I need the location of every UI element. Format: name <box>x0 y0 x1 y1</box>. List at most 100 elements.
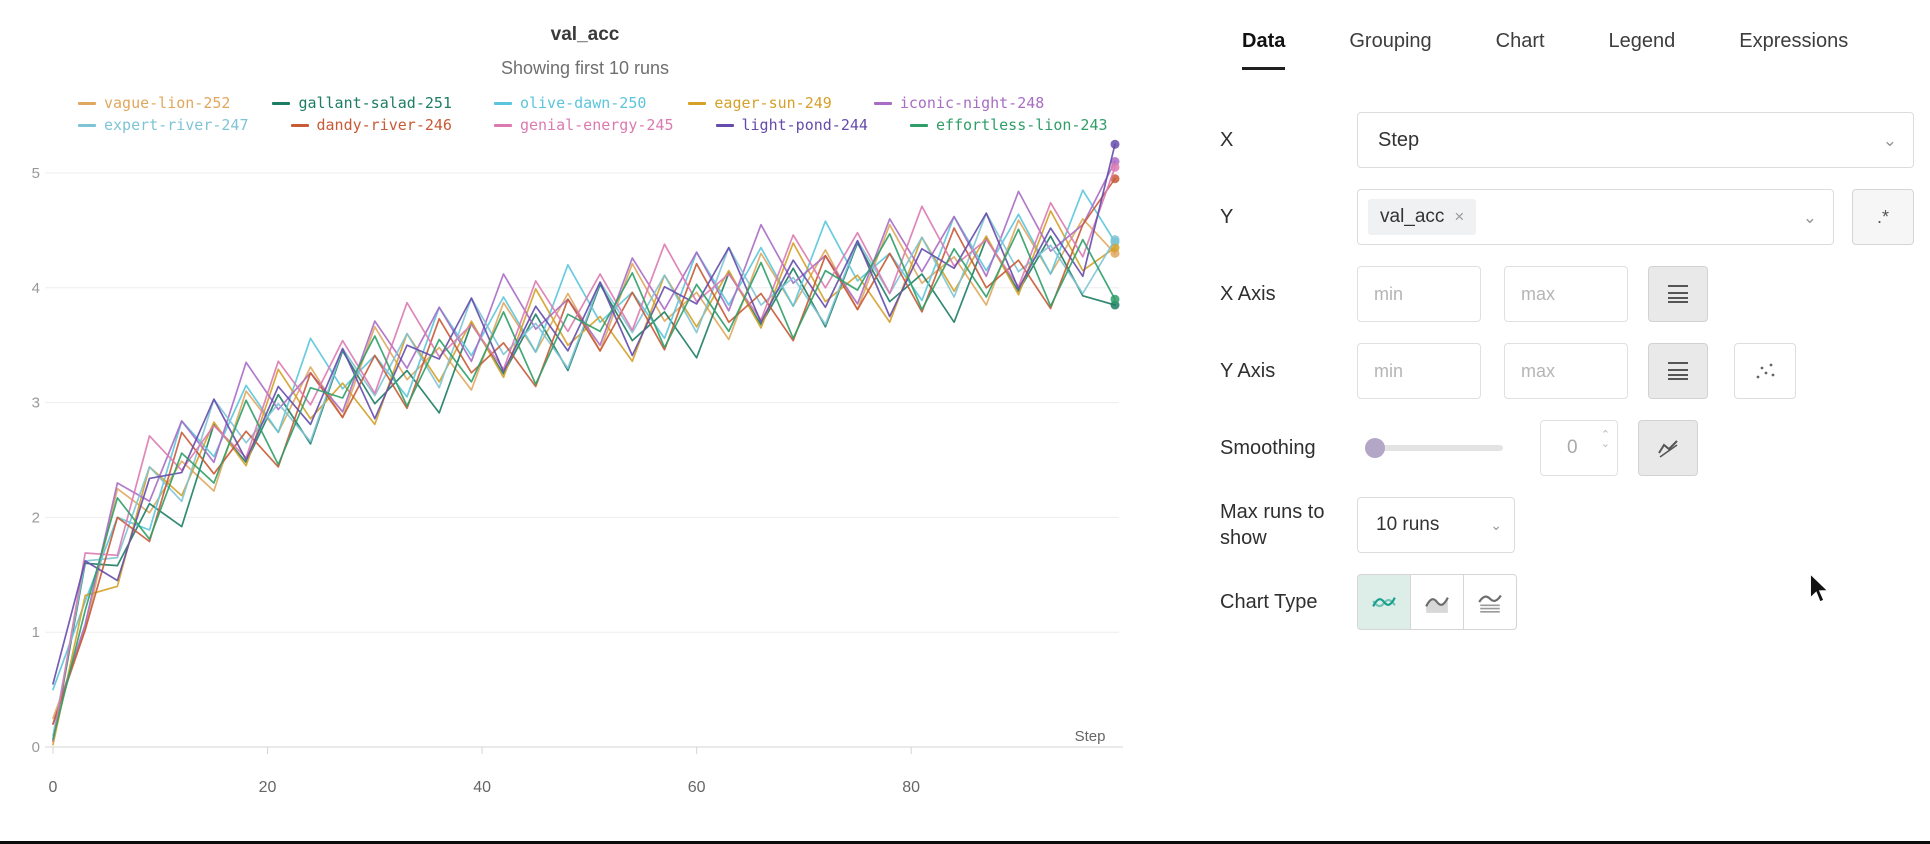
legend-run-name: olive-dawn-250 <box>519 94 647 112</box>
legend-item[interactable]: light-pond-244 <box>715 116 868 134</box>
legend-swatch <box>290 123 309 127</box>
max-runs-select[interactable]: 10 runs ⌄ <box>1357 497 1515 553</box>
y-selected-metric: val_acc <box>1380 206 1445 227</box>
svg-text:4: 4 <box>32 280 40 297</box>
chart-title: val_acc <box>550 24 620 45</box>
legend-item[interactable]: effortless-lion-243 <box>909 116 1108 134</box>
svg-text:40: 40 <box>473 779 491 796</box>
log-scale-icon <box>1668 362 1688 380</box>
legend-run-name: gallant-salad-251 <box>298 94 452 112</box>
regex-toggle-button[interactable]: .* <box>1852 189 1914 245</box>
log-scale-icon <box>1668 285 1688 303</box>
y-axis-min-input[interactable] <box>1357 343 1481 399</box>
svg-text:1: 1 <box>32 624 40 641</box>
x-axis-log-scale-button[interactable] <box>1648 266 1708 322</box>
slider-track[interactable] <box>1365 445 1503 451</box>
legend-item[interactable]: eager-sun-249 <box>688 94 832 112</box>
legend-swatch <box>715 123 734 127</box>
svg-text:60: 60 <box>688 779 706 796</box>
chart-type-area-button[interactable] <box>1410 574 1464 630</box>
y-axis-row: Y Axis <box>1220 343 1930 399</box>
smoothing-stepper[interactable]: ⌃ ⌄ <box>1600 429 1610 450</box>
tab-legend[interactable]: Legend <box>1608 30 1676 52</box>
legend-swatch <box>78 101 96 105</box>
pct-area-plot-icon <box>1478 594 1502 613</box>
x-select[interactable]: Step ⌄ <box>1357 112 1914 168</box>
smoothing-off-icon <box>1658 440 1678 458</box>
svg-text:20: 20 <box>259 779 277 796</box>
show-original-toggle-button[interactable] <box>1638 420 1698 476</box>
legend-item[interactable]: dandy-river-246 <box>290 116 452 134</box>
legend-item[interactable]: gallant-salad-251 <box>272 94 452 112</box>
legend-run-name: light-pond-244 <box>741 116 868 134</box>
svg-text:0: 0 <box>32 739 40 756</box>
legend-run-name: vague-lion-252 <box>104 94 231 112</box>
legend-run-name: expert-river-247 <box>104 116 249 134</box>
x-axis-label: X Axis <box>1220 283 1276 305</box>
close-icon[interactable]: × <box>1454 207 1465 226</box>
legend-run-name: iconic-night-248 <box>899 94 1045 112</box>
smoothing-value-wrap: ⌃ ⌄ <box>1540 420 1618 476</box>
y-multiselect[interactable]: val_acc × ⌄ <box>1357 189 1834 245</box>
max-runs-row: Max runs to show 10 runs ⌄ <box>1220 497 1930 553</box>
chart-panel: val_acc Showing first 10 runs vague-lion… <box>0 0 1170 820</box>
svg-text:Step: Step <box>1075 728 1106 745</box>
max-runs-label: Max runs to show <box>1220 501 1325 549</box>
chart-subtitle: Showing first 10 runs <box>500 58 670 78</box>
window-edge <box>0 841 1930 844</box>
legend-item[interactable]: olive-dawn-250 <box>493 94 647 112</box>
legend-row: vague-lion-252 gallant-salad-251 olive-daw… <box>78 92 1163 114</box>
legend-swatch <box>493 123 512 127</box>
svg-text:5: 5 <box>32 165 40 182</box>
y-axis-log-scale-button[interactable] <box>1648 343 1708 399</box>
chart-type-line-button[interactable] <box>1357 574 1411 630</box>
svg-text:2: 2 <box>32 509 40 526</box>
x-label: X <box>1220 129 1234 151</box>
x-axis-max-input[interactable] <box>1504 266 1628 322</box>
smoothing-slider[interactable] <box>1357 420 1507 476</box>
slider-thumb[interactable] <box>1365 438 1385 458</box>
chevron-down-icon: ⌄ <box>1882 130 1897 150</box>
y-row: Y val_acc × ⌄ .* <box>1220 189 1930 245</box>
panel-tabs: Data Grouping Chart Legend Expressions <box>1242 30 1848 70</box>
chart-type-pct-area-button[interactable] <box>1463 574 1517 630</box>
x-row: X Step ⌄ <box>1220 112 1930 168</box>
legend-item[interactable]: vague-lion-252 <box>78 94 230 112</box>
chevron-down-icon: ⌄ <box>1490 517 1502 533</box>
smoothing-value-input[interactable] <box>1540 420 1618 476</box>
line-chart[interactable]: 0 1 2 3 4 5 0 20 40 60 80 Step <box>0 0 1170 820</box>
chart-type-group <box>1357 574 1517 630</box>
legend-item[interactable]: expert-river-247 <box>78 116 249 134</box>
svg-text:3: 3 <box>32 395 40 412</box>
chevron-down-icon: ⌄ <box>1802 207 1817 227</box>
legend-swatch <box>78 123 96 127</box>
area-plot-icon <box>1425 597 1449 613</box>
y-axis-label: Y Axis <box>1220 360 1276 382</box>
chart-legend: vague-lion-252 gallant-salad-251 olive-daw… <box>78 92 1163 136</box>
legend-row: expert-river-247 dandy-river-246 genial-en… <box>78 114 1163 136</box>
legend-run-name: genial-energy-245 <box>519 116 674 134</box>
tab-chart[interactable]: Chart <box>1495 30 1545 52</box>
y-axis-max-input[interactable] <box>1504 343 1628 399</box>
legend-swatch <box>909 123 928 127</box>
stepper-down-icon[interactable]: ⌄ <box>1600 438 1610 450</box>
ignore-outliers-button[interactable] <box>1734 343 1796 399</box>
tab-data[interactable]: Data <box>1242 30 1286 70</box>
legend-swatch <box>272 101 291 105</box>
svg-text:80: 80 <box>902 779 920 796</box>
y-label: Y <box>1220 206 1234 228</box>
svg-text:0: 0 <box>49 779 58 796</box>
legend-run-name: eager-sun-249 <box>714 94 832 112</box>
tab-grouping[interactable]: Grouping <box>1349 30 1432 52</box>
legend-item[interactable]: genial-energy-245 <box>493 116 674 134</box>
x-axis-min-input[interactable] <box>1357 266 1481 322</box>
stepper-up-icon[interactable]: ⌃ <box>1600 429 1610 441</box>
tab-expressions[interactable]: Expressions <box>1739 30 1849 52</box>
line-plot-icon <box>1372 597 1396 608</box>
legend-item[interactable]: iconic-night-248 <box>873 94 1045 112</box>
chart-type-label: Chart Type <box>1220 591 1318 613</box>
cursor-pointer-icon <box>1809 572 1830 604</box>
max-runs-value: 10 runs <box>1376 514 1440 535</box>
y-selected-tag[interactable]: val_acc × <box>1368 199 1477 235</box>
smoothing-label: Smoothing <box>1220 437 1316 459</box>
